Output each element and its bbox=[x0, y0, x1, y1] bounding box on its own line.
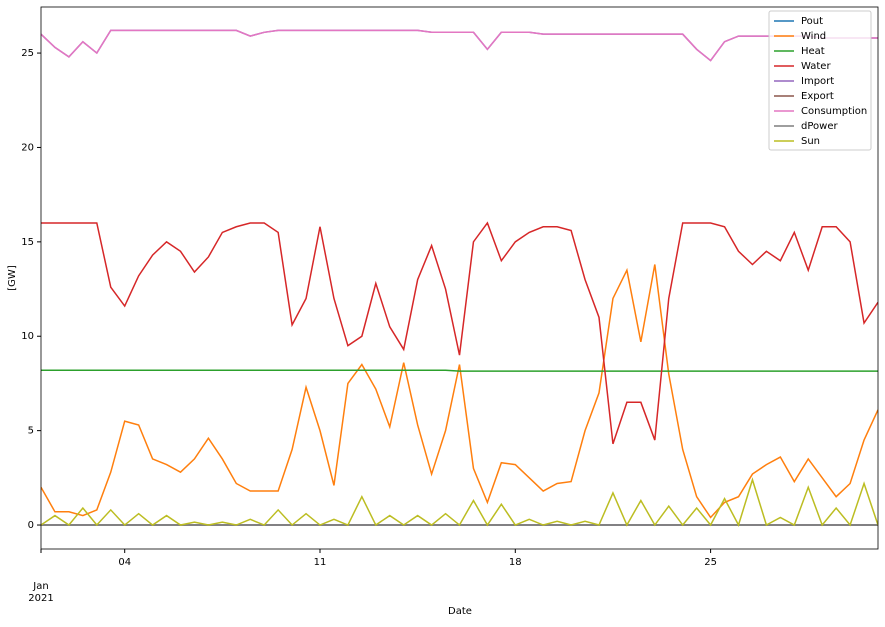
series-line bbox=[41, 29, 878, 62]
x-tick-label: 18 bbox=[509, 557, 522, 568]
plot-frame bbox=[40, 6, 879, 550]
x-tick-label: Jan 2021 bbox=[28, 581, 53, 604]
legend-label: Import bbox=[801, 76, 834, 87]
y-tick-label: 15 bbox=[21, 237, 34, 248]
legend-label: dPower bbox=[801, 121, 838, 132]
x-tick-label: 04 bbox=[118, 557, 131, 568]
legend-label: Export bbox=[801, 91, 834, 102]
y-tick-label: 10 bbox=[21, 331, 34, 342]
legend-box bbox=[768, 10, 872, 151]
legend-label: Heat bbox=[801, 46, 825, 57]
series-line bbox=[41, 264, 878, 519]
legend-label: Sun bbox=[801, 136, 820, 147]
series-line bbox=[41, 477, 878, 527]
x-tick-label: 11 bbox=[314, 557, 327, 568]
series-line bbox=[41, 29, 878, 62]
series-line bbox=[41, 369, 878, 372]
series-line bbox=[41, 221, 878, 445]
y-tick-label: 20 bbox=[21, 142, 34, 153]
legend-label: Wind bbox=[801, 31, 826, 42]
x-tick-label: 25 bbox=[704, 557, 717, 568]
legend-label: Pout bbox=[801, 16, 823, 27]
legend-label: Water bbox=[801, 61, 831, 72]
legend-label: Consumption bbox=[801, 106, 867, 117]
y-tick-label: 5 bbox=[28, 426, 34, 437]
x-axis-label: Date bbox=[448, 606, 472, 617]
y-axis-label: [GW] bbox=[7, 265, 18, 291]
y-tick-label: 0 bbox=[28, 520, 34, 531]
y-tick-label: 25 bbox=[21, 48, 34, 59]
